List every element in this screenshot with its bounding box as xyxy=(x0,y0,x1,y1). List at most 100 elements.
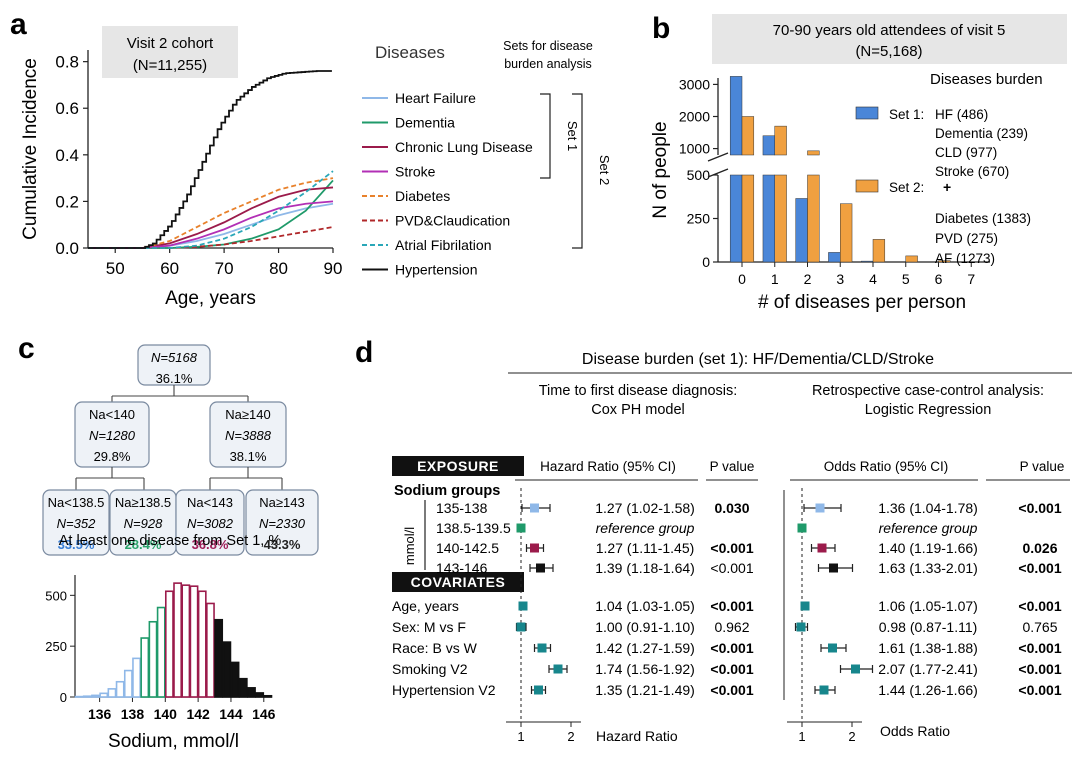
forest-row-label: Age, years xyxy=(392,598,459,614)
set2-bracket-label: Set 2 xyxy=(597,155,612,185)
a-series-stroke xyxy=(88,200,334,249)
forest-row-label: 138.5-139.5 xyxy=(436,520,511,536)
c-hist-bar xyxy=(107,688,117,698)
c-hist-bar xyxy=(263,694,273,698)
hr-p-value: <0.001 xyxy=(710,598,753,614)
a-legend-label-hf: Heart Failure xyxy=(395,90,476,106)
tree-root-line: N=5168 xyxy=(151,350,198,365)
exposure-label-bg xyxy=(392,456,524,476)
a-y-tick-label: 0.8 xyxy=(55,53,79,72)
or-column-header: Odds Ratio (95% CI) xyxy=(824,459,949,474)
hr-point xyxy=(530,543,539,553)
sodium-decision-tree: N=5168 36.1% Na<140 N=1280 29.8% Na≥140 N=3888… xyxy=(42,344,319,556)
tree-leaf-0-line: 33.5% xyxy=(58,537,95,552)
tree-leaf-1-line: Na≥138.5 xyxy=(115,495,171,510)
or-point xyxy=(819,685,829,695)
b-axis-break-mark xyxy=(707,168,729,178)
burden-legend-header: Diseases burden xyxy=(930,71,1043,88)
b-y-tick-label: 500 xyxy=(687,167,711,183)
or-p-value: <0.001 xyxy=(1018,500,1061,516)
c-hist-bar xyxy=(156,606,166,698)
or-p-value: <0.001 xyxy=(1018,640,1061,656)
hr-value-text: 1.42 (1.27-1.59) xyxy=(595,640,695,656)
set1-bracket-label: Set 1 xyxy=(565,121,580,151)
hr-value-text: 1.00 (0.91-1.10) xyxy=(595,619,695,635)
tree-left-line: N=1280 xyxy=(89,428,136,443)
covariates-label: COVARIATES xyxy=(411,574,506,590)
set2-legend-swatch xyxy=(855,179,879,193)
hr-x-tick-label: 2 xyxy=(567,729,574,744)
a-x-tick-label: 60 xyxy=(160,259,179,278)
tree-leaf-1-line: N=928 xyxy=(124,516,163,531)
or-x-tick-label: 1 xyxy=(798,729,805,744)
tree-connector-right xyxy=(209,467,283,490)
hr-x-tick-label: 1 xyxy=(517,729,524,744)
panel-d-main-title: Disease burden (set 1): HF/Dementia/CLD/… xyxy=(582,351,934,368)
b-bar-set1_bar-upper xyxy=(729,76,743,156)
or-x-tick-label: 2 xyxy=(848,729,855,744)
or-point xyxy=(817,543,827,553)
panel-b-title-box xyxy=(712,14,1067,64)
set2-item-1: PVD (275) xyxy=(935,231,998,246)
or-p-value: 0.765 xyxy=(1022,619,1057,635)
hr-p-value: 0.030 xyxy=(714,500,749,516)
c-y-tick-label: 0 xyxy=(60,690,67,705)
or-value-text: 2.07 (1.77-2.41) xyxy=(878,661,978,677)
c-hist-bar xyxy=(214,618,224,698)
c-hist-bar xyxy=(230,661,240,698)
forest-row-label: Race: B vs W xyxy=(392,640,478,656)
tree-right-line: Na≥140 xyxy=(225,407,270,422)
set1-legend-label: Set 1: xyxy=(889,107,924,122)
tree-connector-left xyxy=(75,467,145,490)
hr-point xyxy=(516,622,526,632)
forest-row-label: Sex: M vs F xyxy=(392,619,466,635)
c-hist-bar xyxy=(189,585,199,698)
c-hist-bar xyxy=(255,692,265,698)
b-bar-set1_bar-lower xyxy=(729,174,743,263)
c-hist-bar xyxy=(247,687,256,698)
c-x-tick-label: 140 xyxy=(154,706,178,722)
tree-left-line: 29.8% xyxy=(94,449,131,464)
hr-p-value: <0.001 xyxy=(710,682,753,698)
or-value-text: 1.36 (1.04-1.78) xyxy=(878,500,978,516)
c-hist-bar xyxy=(132,657,141,698)
incidence-chart: 0.0 0.2 0.4 0.6 0.8 50 60 70 80 90 Age, years Cumul… xyxy=(20,50,342,309)
b-bar-set1_bar-lower xyxy=(762,174,776,263)
b-bar-set2_bar xyxy=(872,239,886,263)
a-legend-label-stroke: Stroke xyxy=(395,164,436,180)
set1-bracket xyxy=(540,93,551,179)
a-legend-label-dementia: Dementia xyxy=(395,115,455,131)
a-x-axis-label: Age, years xyxy=(165,288,256,309)
or-point xyxy=(797,523,807,533)
a-legend-label-pvd: PVD&Claudication xyxy=(395,213,510,229)
hr-p-value: <0.001 xyxy=(710,560,753,576)
tree-leaf-0-line: Na<138.5 xyxy=(48,495,105,510)
tree-leaf-2-box xyxy=(175,489,245,556)
hr-point xyxy=(516,523,526,533)
b-y-tick-label: 250 xyxy=(687,211,711,227)
tree-left-line: Na<140 xyxy=(89,407,135,422)
a-series-af xyxy=(88,170,334,249)
or-point xyxy=(815,503,825,513)
panel-d: Disease burden (set 1): HF/Dementia/CLD/… xyxy=(392,351,1072,744)
sets-header-line2: burden analysis xyxy=(504,57,592,71)
b-bar-set2_bar-upper xyxy=(807,150,820,156)
or-axis-label: Odds Ratio xyxy=(880,723,950,739)
b-bar-set1_bar xyxy=(795,198,808,263)
or-point xyxy=(851,664,860,674)
a-series-htn xyxy=(88,70,332,249)
a-legend-label-diabetes: Diabetes xyxy=(395,188,450,204)
tree-leaf-2-line: Na<143 xyxy=(187,495,233,510)
hr-point xyxy=(537,643,547,653)
cox-title-line2: Cox PH model xyxy=(591,402,684,418)
c-hist-bar xyxy=(181,584,191,698)
a-legend-label-cld: Chronic Lung Disease xyxy=(395,139,533,155)
c-hist-bar xyxy=(206,602,215,698)
c-x-tick-label: 146 xyxy=(252,706,276,722)
c-y-tick-label: 250 xyxy=(45,639,67,654)
tree-leaf-3-line: 43.3% xyxy=(264,537,301,552)
or-p-value: <0.001 xyxy=(1018,598,1061,614)
c-hist-bar xyxy=(123,669,133,698)
hr-value-text: reference group xyxy=(596,520,695,536)
hr-p-value: <0.001 xyxy=(710,661,753,677)
